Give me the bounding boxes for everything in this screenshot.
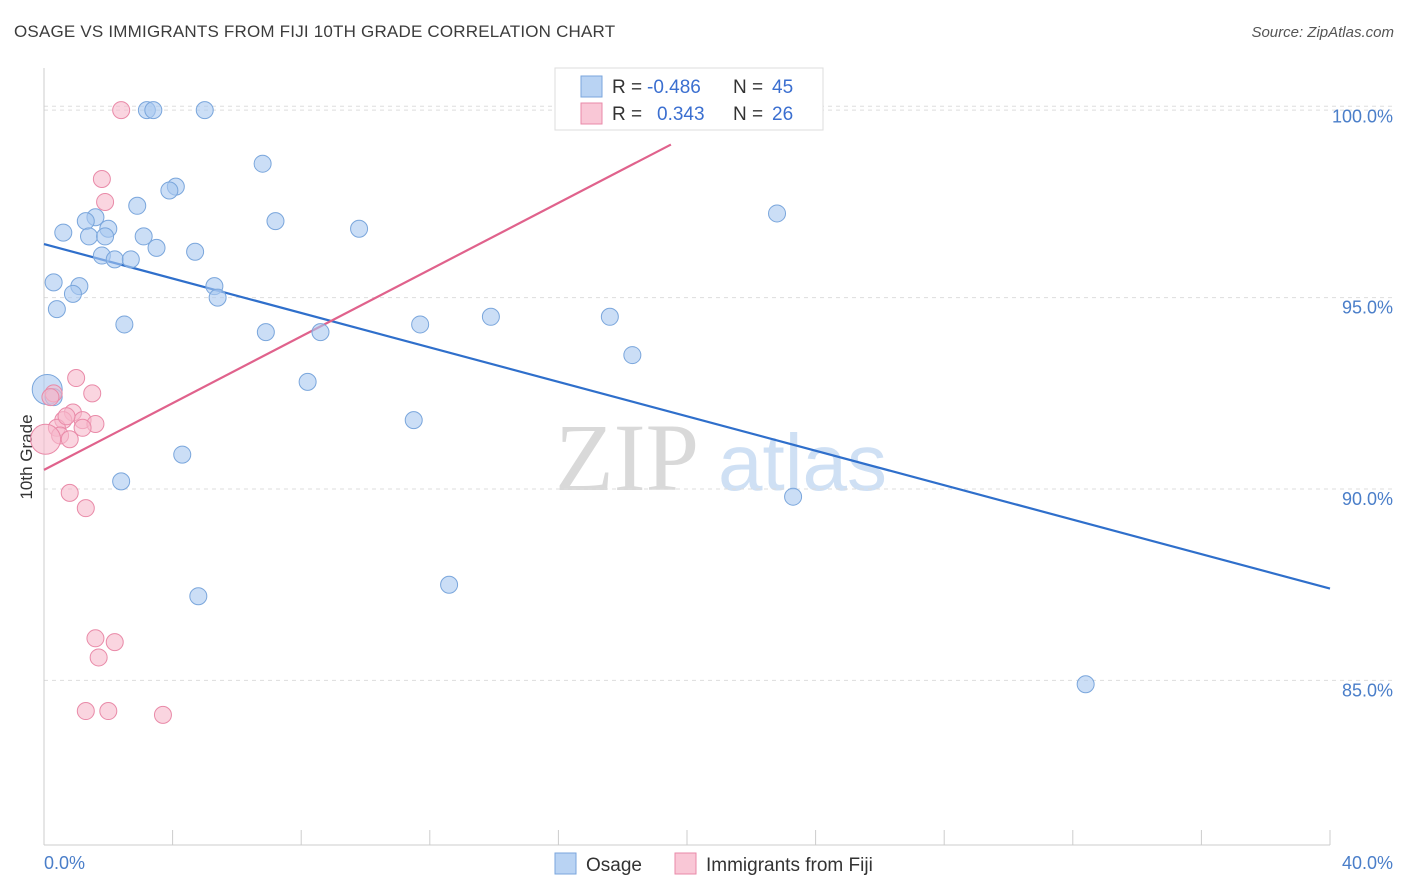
fiji-point bbox=[67, 369, 86, 388]
osage-point bbox=[173, 445, 192, 464]
fiji-point bbox=[153, 705, 172, 724]
scatter-points bbox=[30, 101, 1095, 724]
osage-trend-line bbox=[43, 243, 1331, 590]
stats-legend: R = -0.486 N = 45 R = 0.343 N = 26 bbox=[554, 67, 824, 131]
fiji-point bbox=[96, 192, 115, 211]
trend-lines bbox=[43, 143, 1331, 590]
osage-point bbox=[600, 307, 619, 326]
y-axis-title: 10th Grade bbox=[17, 414, 36, 499]
osage-point bbox=[105, 250, 124, 269]
osage-point bbox=[411, 315, 430, 334]
osage-point bbox=[481, 307, 500, 326]
fiji-point bbox=[105, 633, 124, 652]
fiji-point bbox=[73, 418, 92, 437]
legend-n-value-fiji: 26 bbox=[772, 104, 793, 125]
y-tick-labels: 85.0% 90.0% 95.0% 100.0% bbox=[1332, 106, 1393, 700]
fiji-point bbox=[89, 648, 108, 667]
legend-r-value-fiji: 0.343 bbox=[657, 104, 705, 125]
osage-point bbox=[76, 212, 95, 231]
x-tick-label-max: 40.0% bbox=[1342, 853, 1393, 873]
x-tick-label-min: 0.0% bbox=[44, 853, 85, 873]
osage-point bbox=[115, 315, 134, 334]
fiji-point bbox=[60, 430, 79, 449]
chart-source: Source: ZipAtlas.com bbox=[1251, 24, 1394, 41]
legend-swatch-fiji bbox=[580, 102, 603, 125]
osage-point bbox=[311, 323, 330, 342]
osage-point bbox=[186, 242, 205, 261]
osage-point bbox=[768, 204, 787, 223]
legend-r-label-fiji: R = bbox=[612, 104, 642, 125]
osage-point bbox=[147, 238, 166, 257]
fiji-point bbox=[76, 702, 95, 721]
fiji-point bbox=[83, 384, 102, 403]
y-tick-label: 100.0% bbox=[1332, 106, 1393, 126]
osage-point bbox=[63, 284, 82, 303]
fiji-point bbox=[86, 629, 105, 648]
watermark-zip: ZIP bbox=[555, 404, 699, 511]
series-legend: Osage Immigrants from Fiji bbox=[554, 852, 873, 876]
osage-point bbox=[134, 227, 153, 246]
bottom-legend-label-osage: Osage bbox=[586, 855, 642, 876]
osage-point bbox=[404, 411, 423, 430]
osage-point bbox=[189, 587, 208, 606]
osage-point bbox=[128, 196, 147, 215]
fiji-point bbox=[60, 483, 79, 502]
grid-lines bbox=[44, 105, 1393, 681]
osage-point bbox=[623, 346, 642, 365]
fiji-trend-line bbox=[43, 143, 672, 471]
osage-point bbox=[256, 323, 275, 342]
fiji-point bbox=[112, 101, 131, 120]
osage-point bbox=[44, 273, 63, 292]
osage-point bbox=[784, 487, 803, 506]
osage-point bbox=[1076, 675, 1095, 694]
osage-point bbox=[350, 219, 369, 238]
bottom-legend-swatch-fiji bbox=[674, 852, 697, 875]
chart-title: OSAGE VS IMMIGRANTS FROM FIJI 10TH GRADE… bbox=[14, 22, 616, 41]
legend-n-label-fiji: N = bbox=[733, 104, 763, 125]
legend-r-label-osage: R = bbox=[612, 77, 642, 98]
osage-point bbox=[54, 223, 73, 242]
osage-point bbox=[96, 227, 115, 246]
fiji-point bbox=[41, 388, 60, 407]
osage-point bbox=[195, 101, 214, 120]
osage-point bbox=[112, 472, 131, 491]
osage-point bbox=[208, 288, 227, 307]
legend-n-label-osage: N = bbox=[733, 77, 763, 98]
bottom-legend-label-fiji: Immigrants from Fiji bbox=[706, 855, 873, 876]
legend-n-value-osage: 45 bbox=[772, 77, 793, 98]
osage-point bbox=[121, 250, 140, 269]
osage-point bbox=[160, 181, 179, 200]
bottom-legend-swatch-osage bbox=[554, 852, 577, 875]
osage-point bbox=[80, 227, 99, 246]
osage-point bbox=[253, 154, 272, 173]
fiji-point bbox=[92, 170, 111, 188]
osage-point bbox=[144, 101, 163, 120]
osage-point bbox=[47, 300, 66, 319]
osage-point bbox=[266, 212, 285, 231]
x-tick-marks bbox=[43, 830, 1331, 845]
legend-swatch-osage bbox=[580, 75, 603, 98]
legend-r-value-osage: -0.486 bbox=[647, 77, 701, 98]
fiji-point bbox=[76, 499, 95, 518]
y-tick-label: 85.0% bbox=[1342, 680, 1393, 700]
osage-point bbox=[298, 372, 317, 391]
fiji-point bbox=[57, 407, 76, 426]
fiji-point bbox=[30, 423, 62, 455]
osage-point bbox=[440, 575, 459, 594]
fiji-point bbox=[99, 702, 118, 721]
y-tick-label: 95.0% bbox=[1342, 298, 1393, 318]
y-tick-label: 90.0% bbox=[1342, 489, 1393, 509]
